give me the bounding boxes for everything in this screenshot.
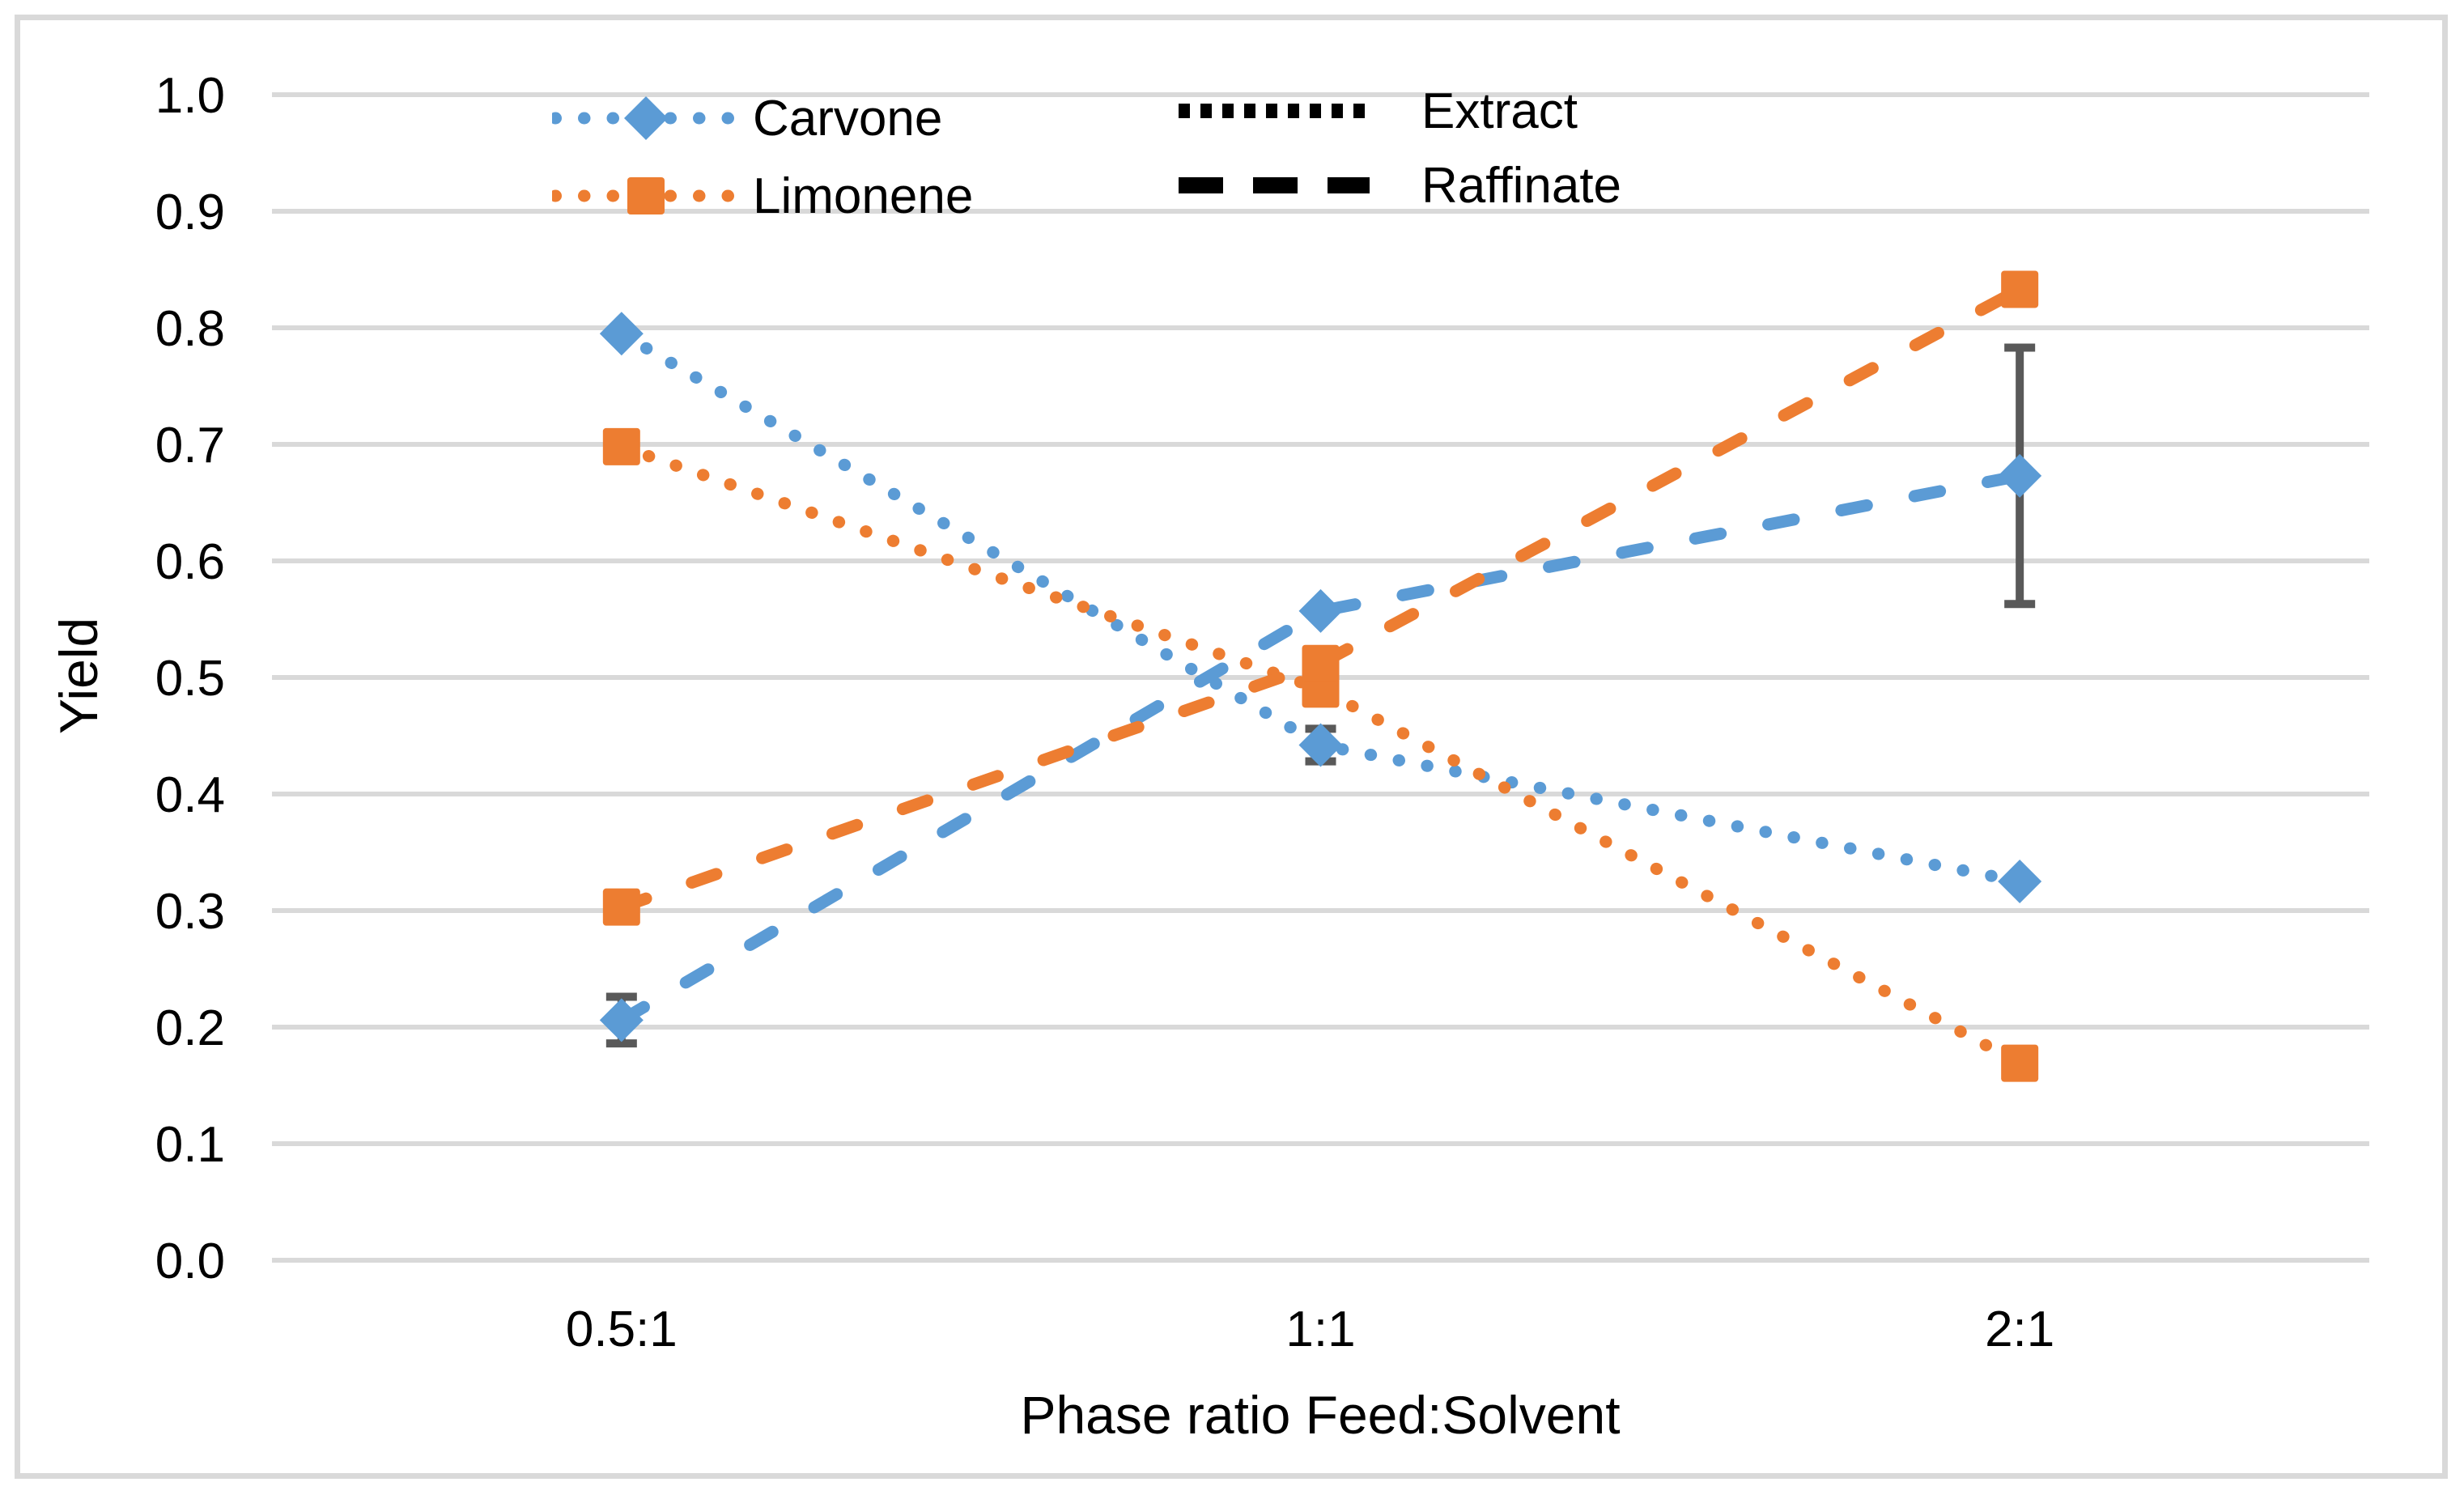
marker-diamond-carvone-extract [1298,723,1343,767]
carvone-legend-line-icon [552,96,740,140]
marker-diamond-carvone-raffinate [1298,588,1343,633]
marker-diamond-carvone-extract [1998,860,2042,903]
y-tick-label: 0.2 [155,1000,225,1056]
legend-label-limonene: Limonene [753,168,974,224]
x-tick-label: 2:1 [1985,1302,2054,1357]
y-tick-label: 0.1 [155,1117,225,1173]
y-tick-label: 0.9 [155,185,225,240]
y-tick-label: 1.0 [155,68,225,124]
y-tick-label: 0.5 [155,651,225,707]
marker-square-limonene-raffinate [602,888,640,926]
raffinate-legend-line-icon [1179,177,1370,193]
legend-marker-square [627,177,665,214]
series-line-carvone-raffinate [615,469,2026,1026]
x-axis-title: Phase ratio Feed:Solvent [1020,1385,1621,1445]
extract-legend-line-icon [1179,104,1370,118]
marker-square-limonene-extract [2001,1044,2039,1082]
legend-label-carvone: Carvone [753,90,943,147]
legend-label-raffinate: Raffinate [1421,157,1622,214]
series-line-limonene-extract [615,440,2026,1070]
limonene-legend-line-icon [552,177,740,214]
y-axis-title: Yield [49,617,108,735]
marker-square-limonene-raffinate [1302,644,1340,682]
y-tick-label: 0.3 [155,884,225,940]
marker-square-limonene-raffinate [2001,270,2039,308]
marker-diamond-carvone-extract [599,312,644,356]
y-tick-label: 0.4 [155,767,225,823]
x-tick-label: 1:1 [1285,1302,1355,1357]
marker-square-limonene-extract [602,427,640,465]
marker-diamond-carvone-raffinate [1998,453,2042,498]
legend-item-limonene: Limonene [552,168,973,224]
y-tick-label: 0.8 [155,301,225,357]
marker-diamond-carvone-raffinate [599,998,644,1043]
legend-item-extract: Extract [1177,83,1578,139]
y-tick-label: 0.7 [155,418,225,473]
legend-item-raffinate: Raffinate [1177,157,1621,214]
legend-marker-diamond [624,96,668,140]
y-tick-label: 0.0 [155,1234,225,1289]
x-tick-label: 0.5:1 [566,1302,678,1357]
y-tick-label: 0.6 [155,534,225,590]
legend-label-extract: Extract [1421,83,1578,139]
legend-item-carvone: Carvone [552,90,942,147]
